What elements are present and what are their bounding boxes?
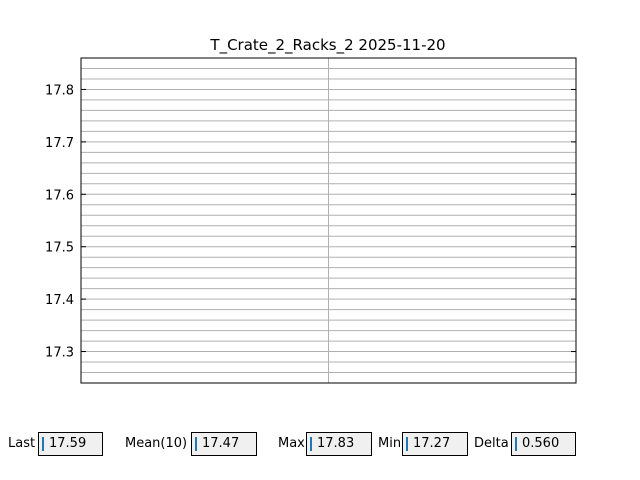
mean-label: Mean(10) [125, 436, 188, 451]
y-tick-label: 17.7 [45, 136, 74, 151]
last-value: 17.59 [49, 436, 87, 451]
last-value-field[interactable]: 17.59 [38, 432, 103, 456]
min-value: 17.27 [413, 436, 451, 451]
max-value-field[interactable]: 17.83 [306, 432, 372, 456]
plot-frame [80, 57, 577, 384]
mean-value-field[interactable]: 17.47 [191, 432, 257, 456]
y-tick-label: 17.5 [45, 241, 74, 256]
y-tick-label: 17.6 [45, 188, 74, 203]
last-label: Last [8, 436, 36, 451]
delta-label: Delta [474, 436, 509, 451]
min-label: Min [378, 436, 402, 451]
min-value-field[interactable]: 17.27 [402, 432, 468, 456]
delta-value: 0.560 [522, 436, 560, 451]
y-tick-label: 17.4 [45, 293, 74, 308]
chart-title: T_Crate_2_Racks_2 2025-11-20 [209, 36, 445, 55]
grid [81, 58, 576, 383]
delta-value-field[interactable]: 0.560 [511, 432, 576, 456]
mean-value: 17.47 [202, 436, 240, 451]
y-axis: 17.3 17.4 17.5 17.6 17.7 17.8 [45, 83, 576, 361]
y-tick-label: 17.3 [45, 346, 74, 361]
max-value: 17.83 [317, 436, 355, 451]
line-chart: T_Crate_2_Racks_2 2025-11-20 17.317.417.… [0, 0, 577, 384]
y-tick-label: 17.8 [45, 83, 74, 98]
max-label: Max [278, 436, 305, 451]
